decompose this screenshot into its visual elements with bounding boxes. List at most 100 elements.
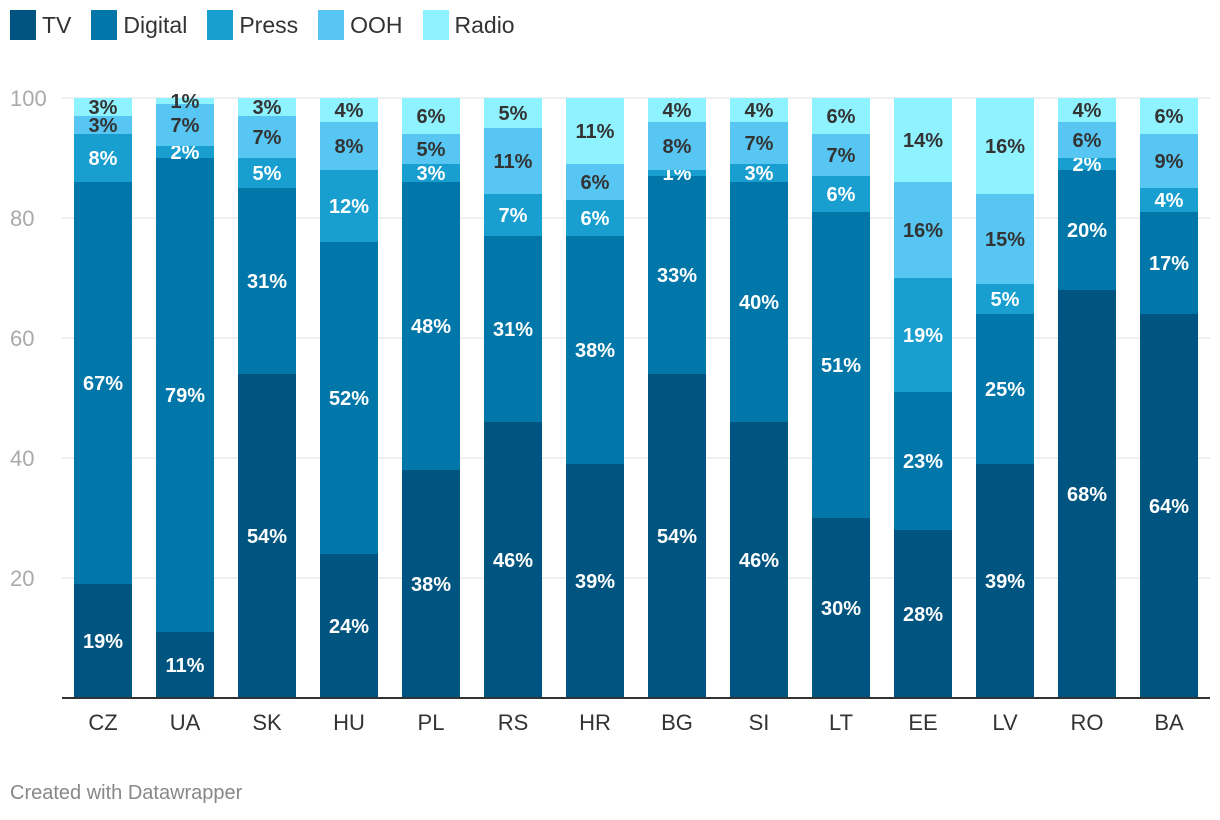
data-label: 7% (171, 115, 200, 137)
bar-segment-press (894, 278, 952, 392)
data-label: 38% (575, 340, 615, 362)
y-tick-label: 20 (10, 566, 34, 591)
data-label: 6% (827, 184, 856, 206)
bar-segment-press (1140, 188, 1198, 212)
data-label: 19% (903, 325, 943, 347)
bar-segment-press (730, 164, 788, 182)
bar-segment-digital (976, 314, 1034, 464)
bar-segment-press (484, 194, 542, 236)
bar-segment-radio (484, 98, 542, 128)
data-label: 3% (745, 163, 774, 185)
x-tick-label: LT (829, 710, 853, 735)
legend-swatch (422, 10, 449, 40)
bar-segment-radio (74, 98, 132, 116)
bar-segment-press (648, 170, 706, 176)
data-label: 16% (985, 136, 1025, 158)
bar-segment-press (320, 170, 378, 242)
bar-segment-tv (648, 374, 706, 698)
bar-segment-digital (812, 212, 870, 518)
bar-segment-press (1058, 158, 1116, 170)
bar-segment-tv (156, 632, 214, 698)
bar-segment-ooh (812, 134, 870, 176)
bar-segment-press (976, 284, 1034, 314)
bar-segment-tv (1140, 314, 1198, 698)
bar-segment-press (74, 134, 132, 182)
bar-segment-tv (402, 470, 460, 698)
data-label: 3% (89, 115, 118, 137)
data-label: 67% (83, 373, 123, 395)
legend: TV Digital Press OOH Radio (10, 10, 535, 40)
bar-segment-press (156, 146, 214, 158)
bar-segment-digital (238, 188, 296, 374)
data-label: 20% (1067, 220, 1107, 242)
data-label: 12% (329, 196, 369, 218)
data-label: 1% (171, 91, 200, 113)
x-tick-label: SI (749, 710, 770, 735)
data-label: 17% (1149, 253, 1189, 275)
data-label: 14% (903, 130, 943, 152)
legend-label: Press (239, 11, 299, 38)
data-label: 8% (89, 148, 118, 170)
data-label: 23% (903, 451, 943, 473)
bar-segment-tv (320, 554, 378, 698)
legend-item-digital: Digital (91, 10, 187, 40)
bar-segment-tv (74, 584, 132, 698)
bar-segment-digital (894, 392, 952, 530)
bar-segment-press (812, 176, 870, 212)
legend-label: Digital (123, 11, 188, 38)
data-label: 33% (657, 265, 697, 287)
data-label: 39% (985, 571, 1025, 593)
data-label: 24% (329, 616, 369, 638)
bar-segment-radio (320, 98, 378, 122)
data-label: 7% (745, 133, 774, 155)
bar-segment-ooh (484, 128, 542, 194)
bar-segment-digital (648, 176, 706, 374)
data-label: 6% (581, 172, 610, 194)
data-label: 5% (499, 103, 528, 125)
bar-segment-ooh (1058, 122, 1116, 158)
bar-segment-radio (402, 98, 460, 134)
data-label: 2% (171, 142, 200, 164)
bar-segment-radio (648, 98, 706, 122)
legend-swatch (318, 10, 345, 40)
y-tick-label: 80 (10, 206, 34, 231)
bar-segment-digital (156, 158, 214, 632)
bar-segment-tv (1058, 290, 1116, 698)
legend-label: Radio (454, 11, 515, 38)
data-label: 4% (1155, 190, 1184, 212)
bar-segment-ooh (402, 134, 460, 164)
bar-segment-tv (812, 518, 870, 698)
bar-segment-digital (1058, 170, 1116, 290)
bar-segment-digital (1140, 212, 1198, 314)
data-label: 31% (493, 319, 533, 341)
data-label: 2% (1073, 154, 1102, 176)
bar-segment-ooh (566, 164, 624, 200)
legend-item-press: Press (207, 10, 298, 40)
x-tick-label: UA (170, 710, 201, 735)
bar-segment-press (402, 164, 460, 182)
data-label: 3% (253, 97, 282, 119)
bar-segment-radio (1058, 98, 1116, 122)
data-label: 15% (985, 229, 1025, 251)
x-tick-label: EE (908, 710, 937, 735)
bar-segment-digital (484, 236, 542, 422)
bar-segment-ooh (648, 122, 706, 170)
data-label: 7% (499, 205, 528, 227)
y-tick-label: 40 (10, 446, 34, 471)
bar-segment-ooh (1140, 134, 1198, 188)
data-label: 8% (663, 136, 692, 158)
data-label: 4% (1073, 100, 1102, 122)
bar-segment-radio (812, 98, 870, 134)
legend-swatch (10, 10, 36, 40)
bar-segment-ooh (894, 182, 952, 278)
data-label: 79% (165, 385, 205, 407)
data-label: 7% (827, 145, 856, 167)
x-tick-label: RS (498, 710, 529, 735)
bar-segment-tv (566, 464, 624, 698)
data-label: 54% (657, 526, 697, 548)
bar-segment-digital (320, 242, 378, 554)
bar-segment-ooh (74, 116, 132, 134)
data-label: 3% (417, 163, 446, 185)
data-label: 6% (827, 106, 856, 128)
x-tick-label: BG (661, 710, 693, 735)
